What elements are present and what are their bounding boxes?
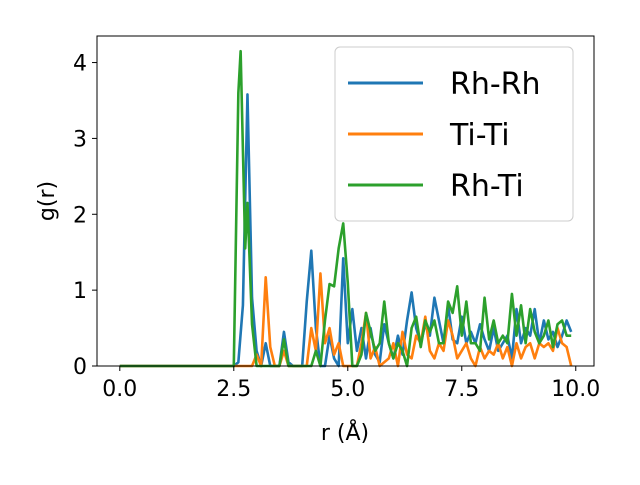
x-tick-label: 7.5	[444, 377, 479, 402]
y-tick-label: 1	[73, 279, 87, 304]
x-tick-label: 10.0	[551, 377, 600, 402]
y-tick-label: 0	[73, 355, 87, 380]
x-tick-label: 0.0	[102, 377, 137, 402]
legend-label-rh-ti: Rh-Ti	[450, 169, 524, 204]
plot-frame	[96, 35, 595, 367]
y-tick-label: 4	[73, 52, 87, 77]
legend-label-ti-ti: Ti-Ti	[449, 118, 510, 153]
y-axis-ticks: 0 1 2 3 4	[73, 52, 97, 380]
y-axis-label: g(r)	[35, 181, 60, 221]
x-axis-ticks: 0.0 2.5 5.0 7.5 10.0	[102, 366, 600, 402]
y-tick-label: 2	[73, 203, 87, 228]
y-tick-label: 3	[73, 127, 87, 152]
x-tick-label: 5.0	[330, 377, 365, 402]
legend-frame	[334, 46, 574, 222]
legend: Rh-Rh Ti-Ti Rh-Ti	[334, 46, 574, 222]
x-tick-label: 2.5	[216, 377, 251, 402]
x-axis-label: r (Å)	[321, 419, 369, 446]
legend-label-rh-rh: Rh-Rh	[450, 67, 541, 102]
